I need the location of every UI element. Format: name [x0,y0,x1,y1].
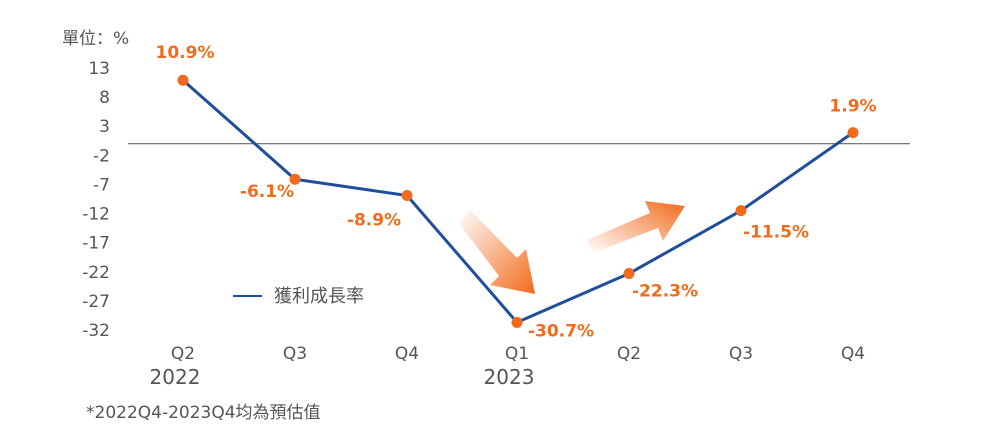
y-tick-label: 8 [99,88,110,108]
legend-label: 獲利成長率 [274,286,364,307]
y-tick-label: -7 [93,175,110,195]
data-label: 1.9% [829,97,876,117]
data-label: -30.7% [528,321,594,341]
footnote: *2022Q4-2023Q4均為預估值 [86,403,321,423]
data-label: -22.3% [632,282,698,302]
x-tick-label: Q2 [171,344,195,364]
data-point [735,205,747,217]
y-tick-label: -17 [82,234,110,254]
x-tick-label: Q3 [283,344,307,364]
trend-arrow-down [458,210,535,294]
x-tick-label: Q3 [729,344,753,364]
data-label: -8.9% [347,211,401,231]
y-tick-label: 3 [99,117,110,137]
data-point [847,127,859,139]
x-tick-label: Q1 [505,344,529,364]
legend: 獲利成長率 [233,286,364,307]
data-label: 10.9% [156,43,215,63]
y-tick-label: 13 [88,59,110,79]
x-tick-label: Q4 [395,344,419,364]
trend-arrow-up [587,201,685,253]
unit-label: 單位：% [62,29,129,49]
data-point [623,268,635,280]
data-point [177,74,189,86]
data-label: -6.1% [240,182,294,202]
year-label: 2023 [484,365,535,389]
data-label: -11.5% [743,223,809,243]
y-tick-label: -2 [93,146,110,166]
y-tick-label: -32 [82,321,110,341]
y-tick-label: -27 [82,292,110,312]
y-tick-label: -22 [82,263,110,283]
x-tick-label: Q2 [617,344,641,364]
year-label: 2022 [150,365,201,389]
y-tick-label: -12 [82,205,110,225]
data-point [511,316,523,328]
data-point [289,173,301,185]
data-point [401,190,413,202]
x-tick-label: Q4 [841,344,865,364]
